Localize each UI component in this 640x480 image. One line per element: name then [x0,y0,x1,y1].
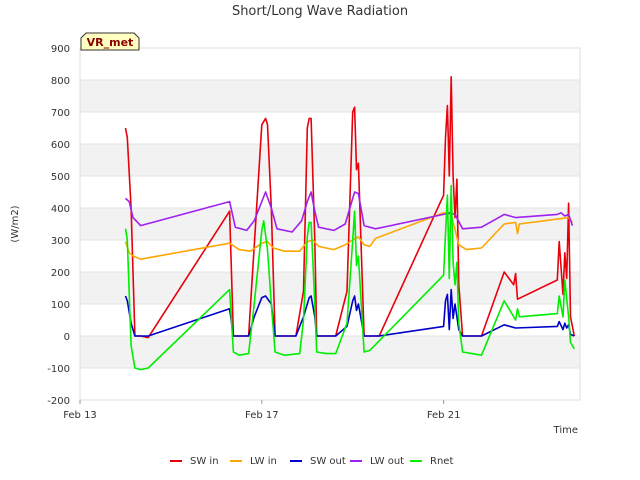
series-layer [124,76,576,371]
grid-band [80,240,580,272]
grid-band [80,112,580,144]
y-tick-label: 700 [51,108,70,119]
grid-band [80,80,580,112]
series-line-rnet [124,184,575,371]
y-axis-ticks: -200 -100 0 100 200 300 400 500 600 700 800 900 [47,44,70,407]
x-tick-label: Feb 21 [427,410,461,421]
legend-label: LW out [370,456,404,467]
grid-bands [80,47,580,401]
y-axis-label: (W/m2) [10,205,21,242]
x-tick-label: Feb 17 [245,410,279,421]
x-axis-label: Time [553,425,578,436]
y-tick-label: 200 [51,268,70,279]
badge-label: VR_met [87,36,134,49]
grid-band [80,48,580,80]
legend-label: SW in [190,456,219,467]
y-tick-label: 900 [51,44,70,55]
grid-band [80,144,580,176]
legend-item: LW out [350,456,404,467]
grid-band [80,176,580,208]
grid-band [80,336,580,368]
legend-label: Rnet [430,456,453,467]
station-badge: VR_met [80,32,140,51]
series-line-lw-in [124,212,574,261]
y-tick-label: 600 [51,140,70,151]
legend: SW in LW in SW out LW out Rnet [170,456,453,467]
legend-item: Rnet [410,456,453,467]
grid-band [80,272,580,304]
grid-band [80,368,580,400]
legend-item: SW in [170,456,219,467]
y-tick-label: 500 [51,172,70,183]
y-tick-label: -200 [47,396,70,407]
legend-label: LW in [250,456,277,467]
y-tick-label: -100 [47,364,70,375]
series-line-lw-out [124,191,574,233]
y-tick-label: 300 [51,236,70,247]
y-tick-label: 800 [51,76,70,87]
y-tick-label: 100 [51,300,70,311]
plot-frame [79,47,581,401]
legend-item: SW out [290,456,346,467]
chart-title: Short/Long Wave Radiation [232,4,408,19]
legend-label: SW out [310,456,346,467]
grid-band [80,304,580,336]
legend-item: LW in [230,456,277,467]
x-axis-ticks: Feb 13 Feb 17 Feb 21 [63,400,460,421]
y-tick-label: 0 [64,332,70,343]
x-tick-label: Feb 13 [63,410,97,421]
y-tick-label: 400 [51,204,70,215]
badge-box [80,32,140,51]
grid-band [80,208,580,240]
